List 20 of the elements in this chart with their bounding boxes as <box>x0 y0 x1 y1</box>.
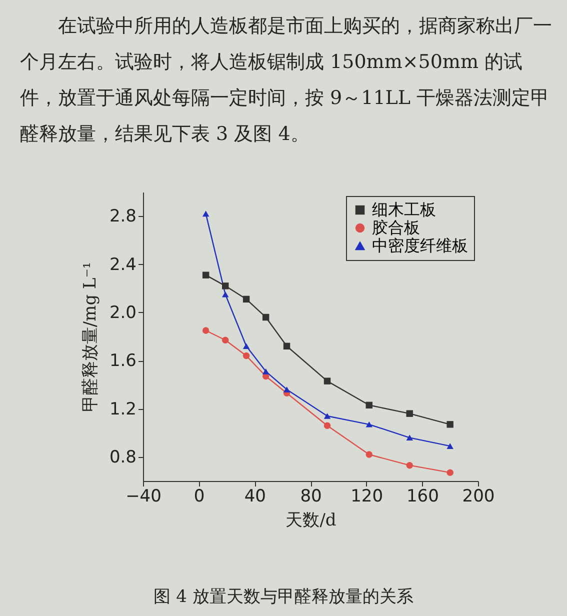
x-tick-label: 40 <box>244 486 266 506</box>
x-tick-label: 120 <box>350 486 384 506</box>
y-axis-title: 甲醛释放量/mg L⁻¹ <box>80 262 100 412</box>
y-tick-label: 2.4 <box>109 254 136 275</box>
legend-label: 胶合板 <box>372 218 420 237</box>
x-tick-label: 200 <box>462 486 495 506</box>
legend-label: 细木工板 <box>372 200 436 219</box>
x-tick-label: 80 <box>300 486 322 506</box>
legend-label: 中密度纤维板 <box>372 236 468 255</box>
y-tick-label: 1.2 <box>109 399 136 420</box>
caption: 图 4 放置天数与甲醛释放量的关系 <box>152 586 414 608</box>
y-tick-label: 2.8 <box>109 206 136 227</box>
x-axis-title: 天数/d <box>286 510 336 530</box>
text: 在试验中所用的人造板都是市面上购买的，据商家称出厂一个月左右。试验时，将人造板锯制成 150mm×50mm 的试件，放置于通风处每隔一定时间，按 9～11LL 干燥器法测定甲醛释放量，结果见下表 3 及图 4。 <box>20 14 553 147</box>
y-tick-label: 2.0 <box>109 302 136 323</box>
x-tick-label: 0 <box>194 486 205 506</box>
x-tick-label: −40 <box>126 486 162 506</box>
x-tick-label: 160 <box>406 486 439 506</box>
y-tick-label: 1.6 <box>109 351 136 372</box>
y-tick-label: 0.8 <box>109 447 136 468</box>
